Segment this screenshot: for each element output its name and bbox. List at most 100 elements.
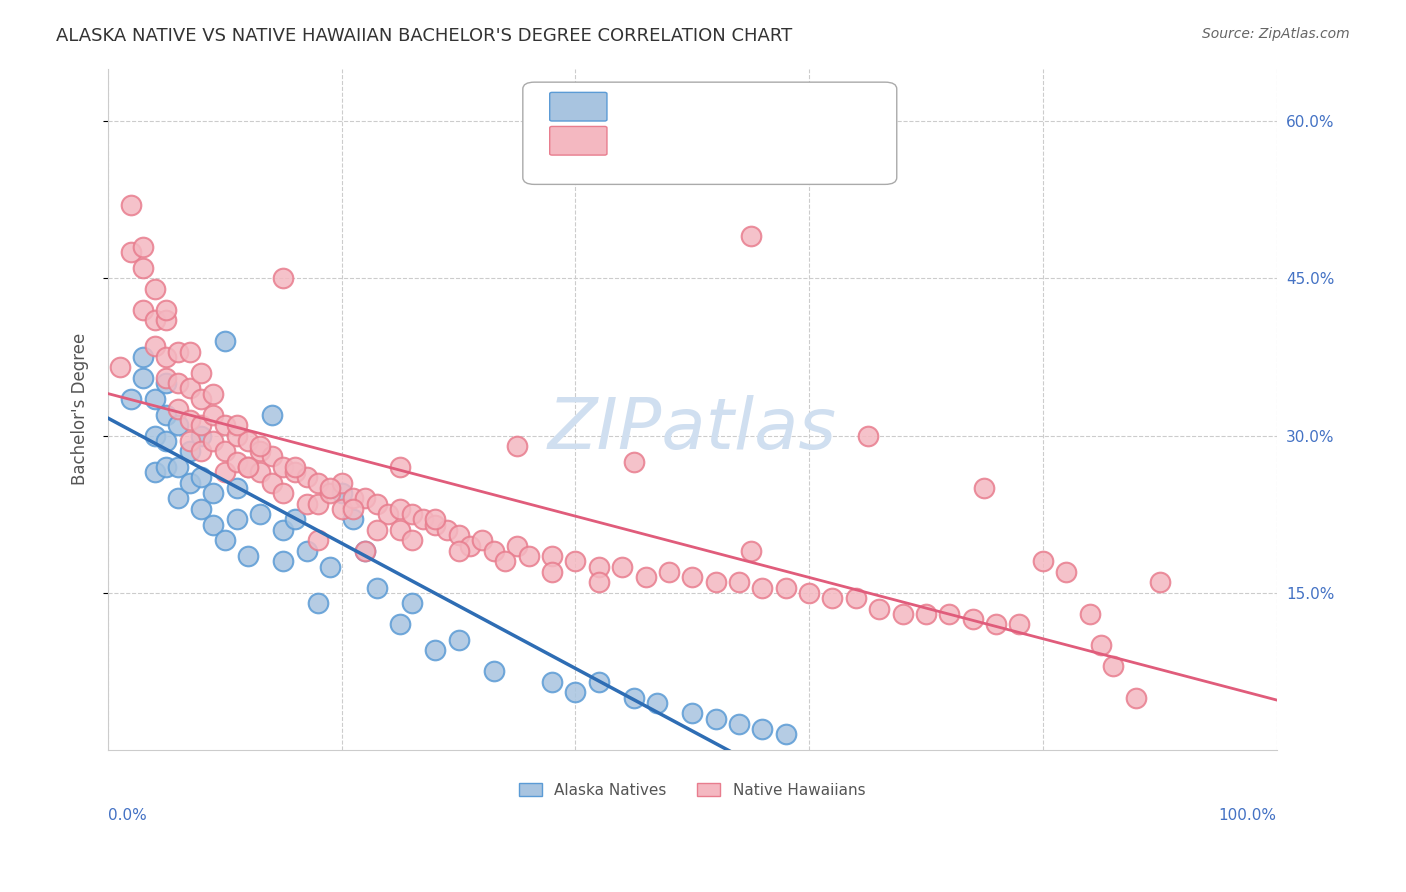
Point <box>342 512 364 526</box>
Point <box>506 539 529 553</box>
Point <box>238 460 260 475</box>
Point <box>797 586 820 600</box>
Point <box>108 360 131 375</box>
Point <box>238 434 260 448</box>
Point <box>214 533 236 548</box>
FancyBboxPatch shape <box>550 127 607 155</box>
Point <box>389 502 412 516</box>
Point <box>202 486 225 500</box>
Point <box>307 475 329 490</box>
Point <box>1008 617 1031 632</box>
Point <box>541 549 564 563</box>
Point <box>1090 638 1112 652</box>
Point <box>564 554 586 568</box>
Point <box>494 554 516 568</box>
Point <box>704 712 727 726</box>
Point <box>167 460 190 475</box>
Point <box>354 544 377 558</box>
Point <box>1125 690 1147 705</box>
Point <box>190 502 212 516</box>
Point <box>412 512 434 526</box>
Point <box>307 533 329 548</box>
Point <box>190 428 212 442</box>
Point <box>132 302 155 317</box>
Point <box>167 376 190 390</box>
Point <box>271 554 294 568</box>
Point <box>728 717 751 731</box>
Text: 100.0%: 100.0% <box>1219 808 1277 823</box>
Point <box>1032 554 1054 568</box>
Point <box>295 470 318 484</box>
Point <box>284 460 307 475</box>
Point <box>155 302 177 317</box>
Point <box>167 402 190 417</box>
Point <box>155 376 177 390</box>
Point <box>856 428 879 442</box>
Point <box>143 339 166 353</box>
Point <box>190 418 212 433</box>
Text: ZIPatlas: ZIPatlas <box>548 395 837 464</box>
Point <box>330 486 353 500</box>
Text: 0.0%: 0.0% <box>108 808 146 823</box>
Point <box>155 460 177 475</box>
Text: R = -0.512: R = -0.512 <box>616 133 699 148</box>
Legend: Alaska Natives, Native Hawaiians: Alaska Natives, Native Hawaiians <box>513 777 872 804</box>
Point <box>120 198 142 212</box>
Point <box>214 465 236 479</box>
Point <box>1054 565 1077 579</box>
Point <box>249 439 271 453</box>
Point <box>202 517 225 532</box>
Point <box>389 523 412 537</box>
Text: Source: ZipAtlas.com: Source: ZipAtlas.com <box>1202 27 1350 41</box>
Point <box>1078 607 1101 621</box>
Point <box>517 549 540 563</box>
Point <box>132 260 155 275</box>
Point <box>447 544 470 558</box>
Point <box>506 439 529 453</box>
Point <box>214 334 236 348</box>
Point <box>610 559 633 574</box>
Point <box>271 523 294 537</box>
Point <box>447 632 470 647</box>
Point <box>143 428 166 442</box>
Point <box>425 512 447 526</box>
Point <box>425 517 447 532</box>
Point <box>132 350 155 364</box>
Point <box>471 533 494 548</box>
Point <box>401 596 423 610</box>
Point <box>845 591 868 605</box>
Point <box>319 559 342 574</box>
Point <box>436 523 458 537</box>
Point <box>354 491 377 506</box>
Point <box>740 229 762 244</box>
Point <box>389 617 412 632</box>
Point <box>588 675 610 690</box>
Point <box>143 282 166 296</box>
Point <box>238 549 260 563</box>
Point <box>214 418 236 433</box>
Text: N = 52: N = 52 <box>733 99 790 114</box>
Point <box>190 366 212 380</box>
Point <box>342 491 364 506</box>
Point <box>425 643 447 657</box>
Point <box>179 381 201 395</box>
Point <box>658 565 681 579</box>
Point <box>458 539 481 553</box>
Point <box>284 512 307 526</box>
Point <box>366 497 388 511</box>
Point <box>366 581 388 595</box>
Point <box>681 570 703 584</box>
Point <box>740 544 762 558</box>
Point <box>401 533 423 548</box>
Point <box>366 523 388 537</box>
Point <box>155 371 177 385</box>
Point <box>342 502 364 516</box>
Point <box>260 475 283 490</box>
Point <box>167 418 190 433</box>
Point <box>775 727 797 741</box>
Point <box>447 528 470 542</box>
Point <box>541 565 564 579</box>
Point <box>214 444 236 458</box>
Point <box>891 607 914 621</box>
Point <box>190 470 212 484</box>
